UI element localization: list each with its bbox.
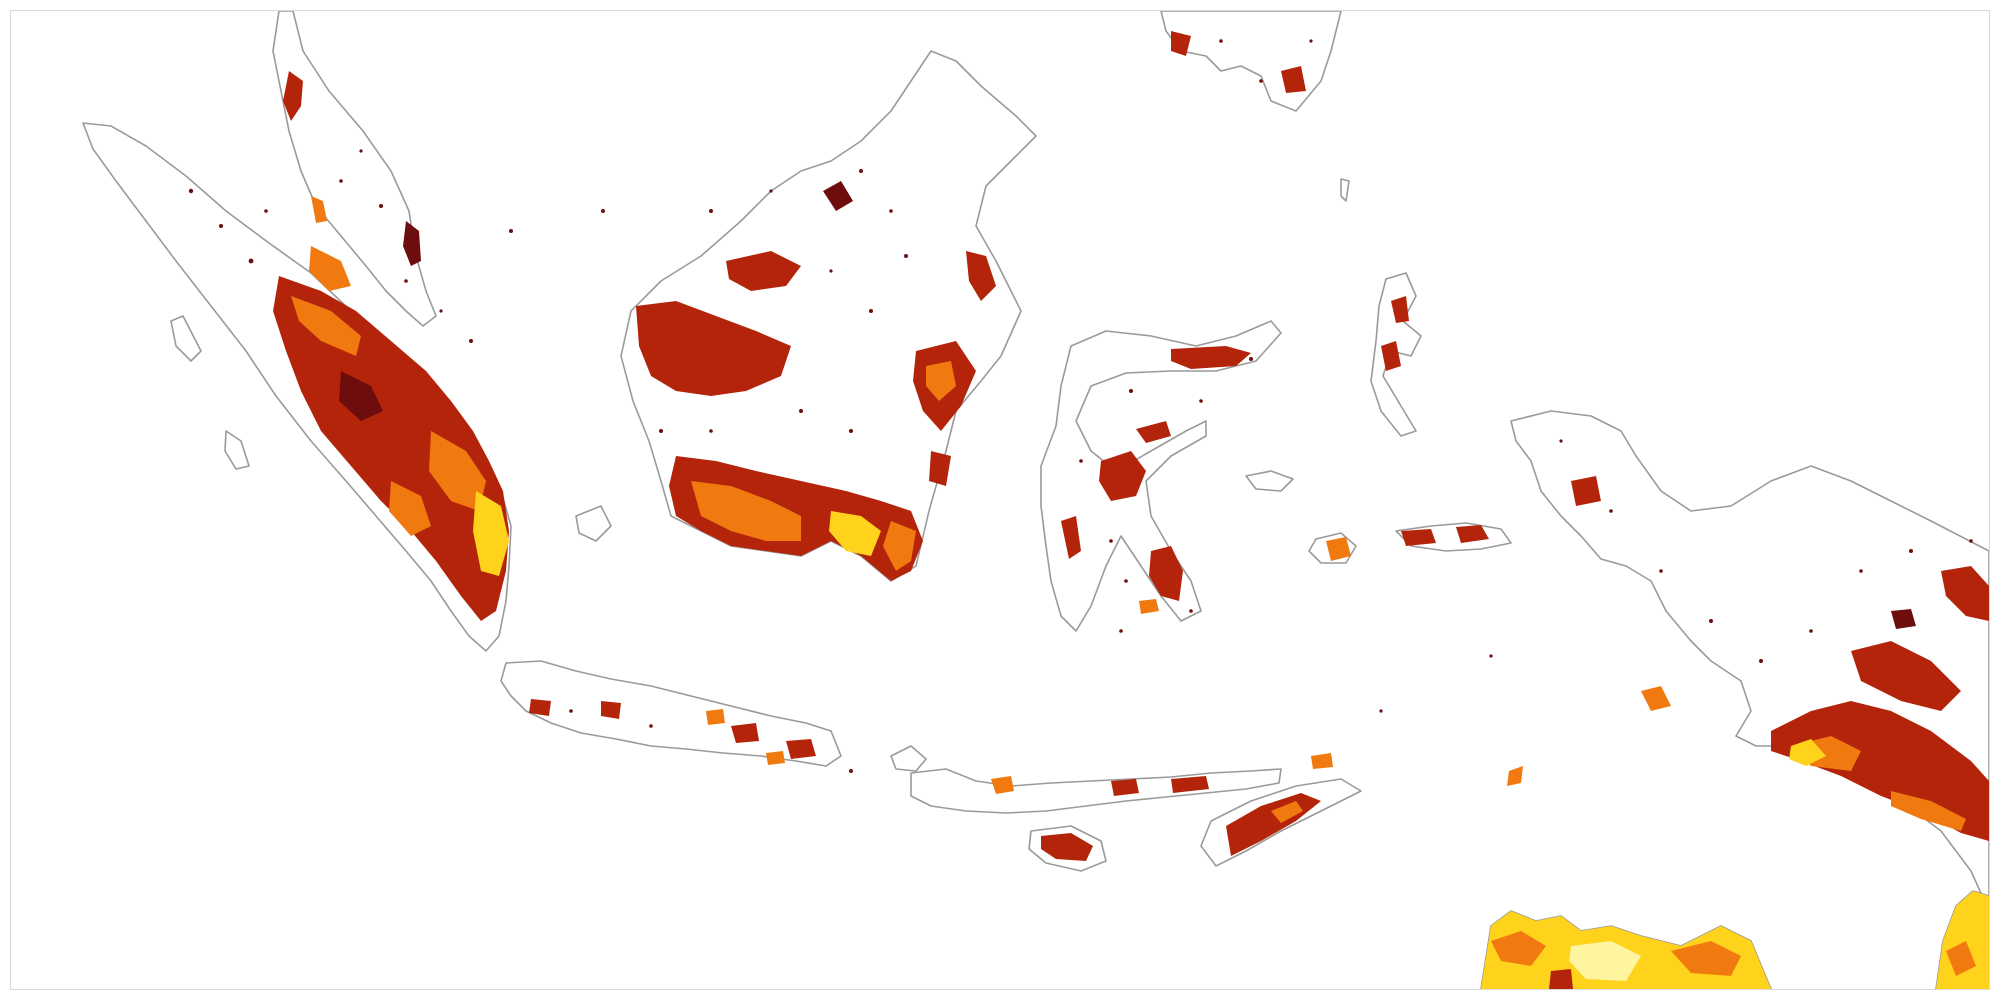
malay-burn	[283, 71, 421, 266]
siberut-coast	[224, 430, 250, 470]
bangka-coast	[575, 505, 612, 542]
nias-coast	[170, 315, 202, 362]
sumatra-burn	[273, 246, 509, 621]
new-guinea-burn	[1771, 566, 1989, 841]
coastlines	[82, 11, 1989, 989]
malay-peninsula-coast	[272, 11, 437, 327]
map-frame	[10, 10, 1990, 990]
mindanao-coast	[1160, 11, 1342, 112]
australia-burn	[1481, 891, 1989, 989]
fire-map	[82, 11, 1989, 989]
sulawesi-burn	[1061, 346, 1251, 614]
scattered-burn-specks	[188, 39, 1973, 773]
burn-areas	[188, 31, 1989, 989]
lesser-sunda-coast	[910, 768, 1282, 814]
flores-sea-isle-coast	[1245, 470, 1294, 492]
sangihe-coast	[1340, 178, 1350, 202]
java-burn	[529, 699, 816, 765]
borneo-burn	[636, 181, 996, 581]
halmahera-coast	[1370, 272, 1422, 437]
lesser-sunda-burn	[991, 753, 1333, 861]
maluku-burn	[1171, 31, 1671, 786]
lombok-coast	[890, 745, 927, 772]
sulawesi-coast	[1040, 320, 1282, 632]
